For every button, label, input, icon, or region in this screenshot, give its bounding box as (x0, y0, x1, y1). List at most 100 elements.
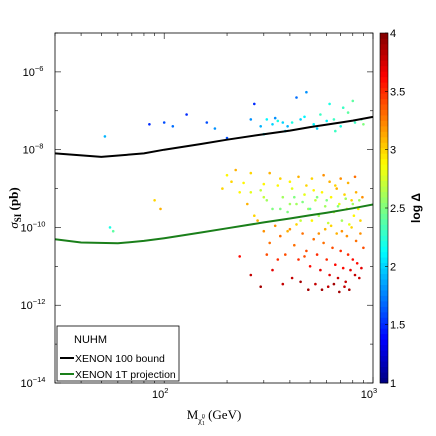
data-point (338, 202, 341, 206)
data-point (332, 282, 336, 286)
data-point (308, 207, 312, 211)
data-point (351, 202, 355, 206)
data-point (295, 96, 298, 99)
data-point (354, 239, 358, 243)
data-point (249, 191, 253, 194)
data-point (315, 127, 319, 130)
data-point (343, 285, 346, 289)
data-point (340, 229, 344, 233)
data-point (271, 207, 274, 211)
data-point (332, 118, 336, 121)
data-point (346, 111, 350, 114)
data-point (253, 102, 256, 106)
data-point (310, 219, 314, 222)
colorbar-cell (380, 306, 388, 313)
data-point (335, 187, 339, 190)
data-point (358, 199, 361, 202)
colorbar-cell (380, 54, 388, 61)
data-point (230, 180, 233, 183)
data-point (323, 227, 327, 231)
data-point (276, 258, 280, 261)
data-point (314, 282, 317, 286)
legend-label-xenon1t: XENON 1T projection (75, 369, 176, 381)
data-point (268, 241, 272, 245)
colorbar-cell (380, 115, 388, 121)
data-point (339, 249, 343, 253)
colorbar-cell (380, 300, 388, 307)
data-point (312, 237, 316, 241)
colorbar-tick-label: 2.5 (390, 203, 405, 215)
colorbar-cell (380, 104, 388, 110)
data-point (234, 168, 237, 172)
data-point (344, 280, 348, 284)
data-point (312, 123, 316, 126)
data-point (352, 214, 356, 217)
data-point (310, 177, 314, 180)
xenon100-bound-line (55, 115, 373, 158)
colorbar-cell (380, 175, 388, 182)
colorbar-cell (380, 186, 388, 192)
colorbar-label: log Δ (409, 193, 423, 223)
colorbar-cell (380, 147, 388, 154)
data-point (299, 219, 302, 222)
colorbar-cell (380, 164, 388, 171)
data-point (354, 191, 358, 194)
data-point (323, 205, 327, 208)
data-point (334, 263, 337, 267)
data-point (350, 199, 353, 202)
data-point (103, 135, 107, 138)
data-point (331, 246, 334, 250)
data-point (295, 202, 298, 206)
data-point (238, 191, 241, 194)
colorbar-cell (380, 98, 388, 105)
data-point (359, 232, 362, 235)
data-point (359, 219, 362, 222)
colorbar-cell (380, 82, 388, 89)
colorbar-cell (380, 38, 388, 45)
data-point (353, 175, 357, 179)
data-point (349, 268, 352, 272)
colorbar-cell (380, 268, 388, 275)
data-point (334, 129, 337, 133)
data-point (305, 90, 308, 94)
data-point (221, 187, 224, 190)
data-point (288, 202, 292, 206)
data-point (341, 266, 345, 270)
xenon1t-projection-line (55, 203, 373, 245)
x-axis-label: Mχ̃0 1 (GeV) (187, 407, 242, 427)
colorbar-cell (380, 60, 388, 67)
data-point (336, 276, 340, 280)
data-point (339, 177, 343, 180)
colorbar-cell (380, 366, 388, 373)
colorbar-cell (380, 377, 388, 384)
line-layer (55, 115, 373, 245)
ticks-layer: 102 103 10−14 10−12 10−10 10−8 10−6 (21, 32, 377, 401)
data-point (259, 285, 263, 289)
data-point (312, 189, 316, 192)
data-point (301, 232, 304, 235)
data-point (307, 288, 310, 292)
colorbar-ticks: 1 1.5 2 2.5 3 3.5 4 (385, 28, 405, 390)
colorbar-cell (380, 251, 388, 258)
data-point (319, 113, 322, 116)
data-point (305, 249, 308, 253)
data-point (284, 253, 287, 256)
colorbar-cell (380, 93, 388, 100)
data-point (315, 195, 319, 199)
data-point (279, 234, 282, 238)
data-point (185, 113, 188, 116)
legend-label-xenon100: XENON 100 bound (75, 353, 165, 365)
colorbar-cells (380, 33, 388, 384)
data-point (256, 219, 259, 222)
colorbar-cell (380, 344, 388, 351)
scatter-layer (103, 90, 365, 294)
data-point (153, 199, 156, 202)
data-point (362, 246, 365, 250)
x-tick-label: 102 (152, 386, 168, 401)
data-point (328, 102, 331, 106)
data-point (325, 258, 329, 261)
colorbar-cell (380, 49, 388, 56)
data-point (162, 121, 166, 124)
data-point (299, 118, 302, 121)
